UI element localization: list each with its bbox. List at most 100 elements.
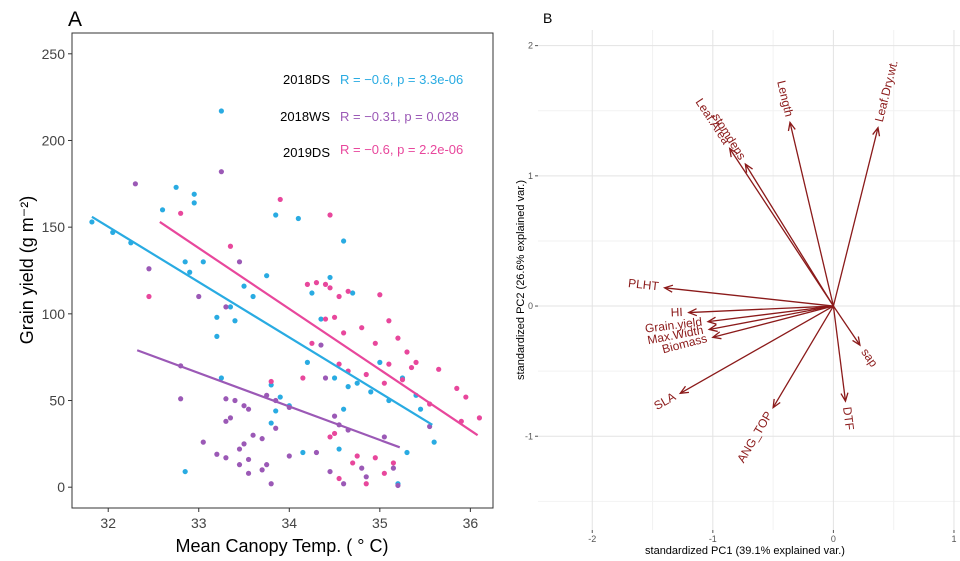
point-2019ds (386, 318, 392, 324)
x-tick-label: -2 (588, 534, 596, 544)
arrow-max-width (709, 305, 834, 331)
arrow-stomdens-head (744, 162, 753, 173)
panel-a-y-label: Grain yield (g m⁻²) (17, 196, 37, 345)
stat-2018ws: R = −0.31, p = 0.028 (340, 109, 459, 124)
arrow-ang-top-head (772, 398, 781, 409)
y-tick-label: 0 (528, 301, 533, 311)
point-2019ds (476, 415, 483, 421)
point-2019ds (304, 281, 310, 287)
arrow-leaf-dry-wt (832, 127, 879, 307)
point-2018ws (132, 181, 138, 187)
point-2018ws (236, 462, 243, 468)
point-2019ds (341, 330, 347, 336)
arrow-sap (832, 305, 861, 346)
point-2019ds (309, 340, 315, 346)
point-2019ds (363, 371, 369, 378)
point-2018ds (89, 219, 95, 225)
point-2019ds (345, 288, 351, 294)
point-2018ws (223, 455, 229, 461)
arrow-grain-yield-head (706, 316, 717, 325)
point-2018ws (318, 342, 324, 348)
arrow-leaf-area-head (728, 147, 738, 158)
point-2018ds (431, 439, 437, 445)
point-2018ds (277, 394, 283, 400)
point-2019ds (363, 481, 369, 487)
point-2019ds (336, 293, 342, 300)
point-2018ws (214, 451, 220, 457)
point-2018ws (218, 169, 224, 175)
point-2018ds (227, 304, 234, 310)
point-2018ws (259, 436, 265, 442)
point-2019ds (408, 364, 415, 371)
point-2018ds (341, 406, 347, 412)
series-name-2018ws: 2018WS (280, 109, 330, 124)
panel-a-trend-lines (91, 215, 479, 449)
point-2018ds (368, 389, 374, 395)
point-2018ds (250, 293, 256, 300)
x-tick-label: 0 (831, 534, 836, 544)
point-2018ds (232, 318, 238, 324)
trend-line-2018ws (136, 349, 401, 449)
point-2019ds (322, 316, 329, 322)
point-2018ws (322, 375, 329, 381)
stat-2019ds: R = −0.6, p = 2.2e-06 (340, 142, 463, 157)
point-2019ds (322, 281, 329, 287)
point-2018ws (331, 413, 338, 419)
point-2018ds (273, 408, 279, 414)
point-2018ws (196, 293, 202, 300)
x-tick-label: -1 (709, 534, 717, 544)
arrow-plht-label: PLHT (627, 276, 660, 293)
arrow-grain-yield (707, 305, 834, 323)
point-2018ds (264, 273, 270, 279)
point-2018ws (363, 474, 369, 480)
point-2018ds (309, 290, 315, 296)
panel-a-x-label: Mean Canopy Temp. ( ° C) (176, 536, 389, 556)
point-2018ws (359, 465, 365, 471)
point-2018ds (182, 259, 188, 265)
arrow-sap-head (852, 336, 861, 347)
point-2018ws (341, 481, 347, 487)
point-2018ds (182, 468, 188, 475)
y-tick-label: 50 (49, 393, 65, 409)
x-tick-label: 1 (951, 534, 956, 544)
arrow-length (789, 122, 835, 307)
trend-line-2019ds (159, 221, 479, 437)
point-2018ds (377, 359, 383, 365)
arrow-max-width-head (707, 324, 718, 333)
point-2018ds (300, 449, 306, 456)
panel-b-axes: -2 -1 0 1 -1 0 1 2 (525, 41, 956, 544)
trend-line-2018ds (91, 215, 433, 426)
point-2018ws (223, 304, 229, 310)
point-2018ws (236, 259, 243, 265)
series-name-2018ds: 2018DS (283, 72, 330, 87)
arrow-leaf-area (729, 148, 834, 307)
point-2019ds (277, 196, 283, 203)
point-2019ds (300, 375, 306, 381)
point-2018ds (241, 283, 247, 289)
point-2018ws (241, 403, 247, 409)
x-tick-label: 33 (191, 515, 207, 531)
point-2018ds (345, 384, 351, 390)
arrow-sla (679, 305, 834, 394)
y-tick-label: 150 (42, 219, 66, 235)
point-2019ds (331, 314, 338, 320)
y-tick-label: 1 (528, 171, 533, 181)
point-2019ds (463, 394, 469, 400)
point-2018ds (341, 238, 347, 244)
arrow-plht (664, 287, 834, 307)
point-2018ws (236, 446, 243, 452)
y-tick-label: 0 (57, 479, 65, 495)
point-2019ds (327, 285, 333, 291)
point-2018ds (218, 108, 224, 114)
point-2018ws (178, 396, 184, 402)
point-2018ws (200, 439, 206, 445)
point-2018ds (417, 406, 424, 412)
point-2018ds (331, 375, 338, 381)
point-2018ws (273, 425, 279, 431)
y-tick-label: -1 (525, 431, 533, 441)
point-2018ws (327, 468, 333, 475)
point-2019ds (395, 335, 401, 341)
point-2018ds (318, 316, 324, 322)
point-2019ds (350, 460, 356, 466)
